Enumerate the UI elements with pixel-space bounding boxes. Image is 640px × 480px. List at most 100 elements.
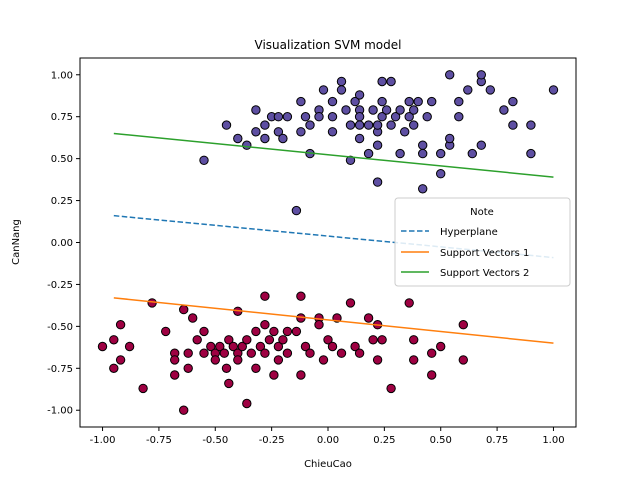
data-point (354, 112, 365, 122)
data-point (183, 348, 193, 358)
data-point (363, 120, 374, 130)
data-point (386, 120, 396, 130)
data-point (115, 320, 126, 330)
data-point (115, 355, 126, 365)
plot-area (97, 70, 559, 415)
data-point (323, 335, 333, 345)
data-point (485, 85, 495, 95)
data-point (377, 112, 387, 122)
scatter-series-1 (199, 70, 559, 216)
data-point (296, 127, 306, 137)
data-point (463, 85, 473, 95)
y-tick-label: 0.50 (51, 154, 73, 165)
data-point (233, 133, 243, 144)
data-point (395, 148, 405, 159)
data-point (381, 105, 392, 115)
data-point (282, 348, 293, 358)
data-point (395, 105, 405, 115)
data-point (386, 383, 396, 394)
data-point (508, 120, 518, 130)
data-point (224, 335, 234, 345)
data-point (221, 363, 232, 373)
data-point (296, 96, 306, 107)
data-point (372, 120, 383, 130)
data-point (170, 355, 180, 365)
data-point (109, 335, 119, 345)
data-point (354, 133, 365, 144)
data-point (409, 105, 419, 115)
data-point (526, 148, 536, 159)
x-tick-label: 0.25 (373, 435, 395, 446)
data-point (427, 370, 437, 380)
data-point (345, 298, 356, 308)
data-point (147, 298, 157, 308)
data-point (264, 335, 275, 345)
data-point (350, 341, 360, 352)
data-point (221, 120, 232, 130)
legend-label-support-vectors-1: Support Vectors 1 (440, 248, 529, 259)
legend-box (394, 197, 571, 287)
x-axis-label: ChieuCao (304, 459, 352, 470)
data-point (260, 320, 270, 330)
y-tick-label: -0.50 (47, 322, 73, 333)
data-point (354, 348, 365, 358)
data-point (327, 341, 338, 352)
data-point (436, 169, 446, 179)
data-point (300, 112, 311, 122)
data-point (454, 112, 464, 122)
x-tick-label: -1.00 (90, 435, 116, 446)
data-point (377, 335, 387, 345)
data-point (409, 120, 419, 130)
chart-title: Visualization SVM model (255, 38, 402, 52)
legend-label-hyperplane: Hyperplane (440, 227, 498, 238)
x-tick-label: -0.50 (202, 435, 228, 446)
y-tick-label: 1.00 (51, 70, 73, 81)
data-point (327, 127, 338, 137)
data-point (260, 291, 270, 301)
support-vectors-1-line (113, 297, 554, 344)
data-point (427, 348, 437, 358)
data-point (354, 90, 365, 100)
data-point (400, 127, 410, 137)
data-point (260, 120, 270, 130)
data-point (314, 112, 324, 122)
data-point (170, 370, 180, 380)
data-point (445, 133, 455, 144)
data-point (199, 155, 209, 166)
data-point (282, 326, 293, 337)
x-tick-label: -0.75 (146, 435, 172, 446)
legend: Note Hyperplane Support Vectors 1 Suppor… (394, 197, 571, 287)
data-point (327, 112, 338, 122)
data-point (436, 341, 446, 352)
data-point (260, 133, 270, 144)
data-point (242, 140, 252, 150)
data-point (97, 341, 108, 352)
y-tick-label: -1.00 (47, 406, 73, 417)
data-point (476, 140, 486, 150)
x-tick-label: 0.50 (430, 435, 452, 446)
data-point (508, 96, 518, 107)
data-point (206, 341, 216, 352)
data-point (427, 96, 437, 107)
data-point (363, 148, 374, 159)
data-point (273, 341, 284, 352)
data-point (291, 326, 302, 337)
data-point (354, 120, 365, 130)
data-point (199, 348, 209, 358)
data-point (336, 85, 347, 95)
data-point (219, 348, 230, 358)
data-point (300, 341, 311, 352)
data-point (242, 335, 252, 345)
y-axis: -1.00 -0.75 -0.50 -0.25 0.00 0.25 0.50 0.75 1.00 (47, 70, 80, 417)
x-tick-label: 0.00 (317, 435, 339, 446)
data-point (296, 291, 306, 301)
data-point (228, 341, 239, 352)
data-point (318, 355, 329, 365)
data-point (237, 341, 248, 352)
data-point (372, 140, 383, 150)
data-point (109, 363, 119, 373)
y-axis-label: CanNang (11, 219, 22, 265)
x-tick-label: -0.25 (259, 435, 285, 446)
data-point (327, 96, 338, 107)
